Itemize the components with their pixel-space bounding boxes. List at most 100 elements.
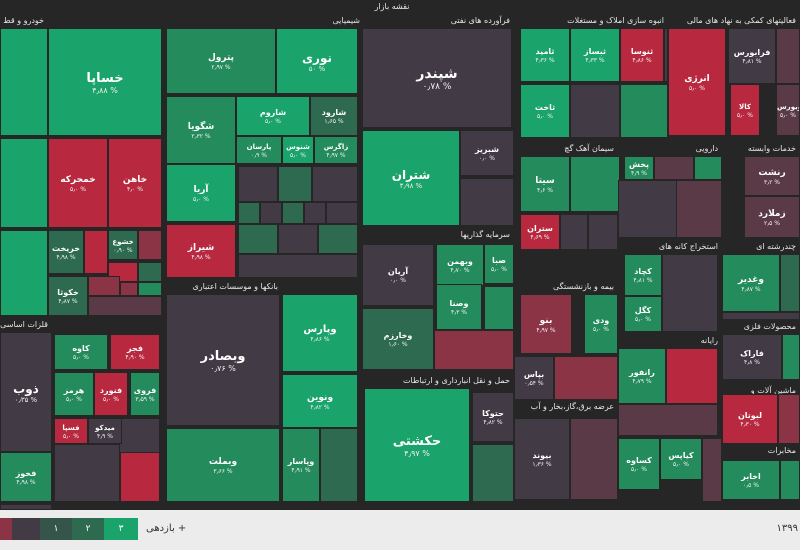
treemap-tile[interactable] (138, 262, 162, 282)
treemap-tile[interactable] (120, 452, 160, 502)
symbol-tile[interactable]: ثامید ۴٫۳۶ % (520, 28, 570, 82)
symbol-tile[interactable]: بیوند ۱٫۳۶ % (514, 418, 570, 500)
treemap-tile[interactable] (570, 418, 618, 500)
symbol-tile[interactable]: کالا ۵٫۰ % (730, 84, 760, 136)
treemap-tile[interactable] (238, 166, 278, 202)
symbol-tile[interactable]: آریا ۵٫۰ % (166, 164, 236, 222)
symbol-tile[interactable]: فجر ۴٫۹۰ % (110, 334, 160, 370)
treemap-tile[interactable] (278, 166, 312, 202)
symbol-tile[interactable]: حکشتی ۴٫۹۷ % (364, 388, 470, 502)
treemap-tile[interactable] (238, 202, 260, 224)
symbol-tile[interactable]: کساوه ۵٫۰ % (618, 438, 660, 490)
treemap-tile[interactable] (0, 28, 48, 136)
treemap-tile[interactable] (312, 166, 358, 202)
treemap-tile[interactable] (138, 282, 162, 296)
symbol-tile[interactable]: خریخت ۴٫۹۸ % (48, 230, 84, 274)
symbol-tile[interactable]: خشوع ۰٫۹۰ % (108, 230, 138, 260)
symbol-tile[interactable]: اخابر ۰٫۵ % (722, 460, 780, 500)
symbol-tile[interactable]: لبوتان ۴٫۳۰ % (722, 394, 778, 444)
treemap-tile[interactable] (620, 84, 668, 138)
treemap-tile[interactable] (54, 444, 120, 502)
treemap-tile[interactable] (560, 214, 588, 250)
treemap-tile[interactable] (618, 404, 718, 436)
symbol-tile[interactable]: شارود ۱٫۶۵ % (310, 96, 358, 136)
treemap-tile[interactable] (278, 224, 318, 254)
symbol-tile[interactable]: وپاسار ۴٫۹۱ % (282, 428, 320, 502)
treemap-tile[interactable] (666, 348, 718, 404)
symbol-tile[interactable]: کاوه ۵٫۰ % (54, 334, 108, 370)
treemap-tile[interactable] (318, 224, 358, 254)
symbol-tile[interactable]: خساپا ۴٫۸۸ % (48, 28, 162, 136)
symbol-tile[interactable]: کیاپس ۵٫۰ % (660, 438, 702, 480)
symbol-tile[interactable]: نوری ۵۰ % (276, 28, 358, 94)
symbol-tile[interactable]: آریان ۰٫۰ % (362, 244, 434, 306)
treemap-tile[interactable] (554, 356, 618, 400)
treemap-tile[interactable] (138, 230, 162, 260)
symbol-tile[interactable]: زاگرس ۴٫۹۷ % (314, 136, 358, 164)
symbol-tile[interactable]: شاروم ۵٫۰ % (236, 96, 310, 136)
symbol-tile[interactable]: صبا ۵٫۰ % (484, 244, 514, 284)
treemap-tile[interactable] (304, 202, 326, 224)
symbol-tile[interactable]: شبریز ۰٫۰ % (460, 130, 514, 176)
treemap-tile[interactable] (472, 444, 514, 502)
symbol-tile[interactable]: شگویا ۲٫۳۲ % (166, 96, 236, 164)
symbol-tile[interactable]: وبملت ۳٫۶۶ % (166, 428, 280, 502)
symbol-tile[interactable]: بنو ۴٫۹۷ % (520, 294, 572, 354)
treemap-tile[interactable] (260, 202, 282, 224)
treemap-tile[interactable] (570, 156, 620, 212)
symbol-tile[interactable]: خکوثا ۴٫۸۷ % (48, 276, 88, 316)
treemap-tile[interactable] (434, 330, 514, 370)
symbol-tile[interactable]: فسپا ۵٫۰ % (54, 418, 88, 444)
symbol-tile[interactable]: خمحرکه ۵٫۰ % (48, 138, 108, 228)
treemap-tile[interactable] (694, 156, 722, 180)
symbol-tile[interactable]: بپاس ۰٫۵۴ % (514, 356, 554, 400)
treemap-tile[interactable] (662, 254, 718, 332)
symbol-tile[interactable]: پارسان ۰٫۹ % (236, 136, 282, 164)
treemap-tile[interactable] (120, 282, 138, 296)
treemap-tile[interactable] (84, 230, 108, 274)
symbol-tile[interactable]: ستران ۴٫۶۹ % (520, 214, 560, 250)
treemap-tile[interactable] (282, 202, 304, 224)
symbol-tile[interactable]: هرمز ۵٫۰ % (54, 372, 94, 416)
treemap-tile[interactable] (326, 202, 358, 224)
symbol-tile[interactable]: پترول ۲٫۹۷ % (166, 28, 276, 94)
treemap-tile[interactable] (238, 224, 278, 254)
symbol-tile[interactable]: کگل ۵٫۰ % (624, 296, 662, 332)
symbol-tile[interactable]: انرژی ۵٫۰ % (668, 28, 726, 136)
treemap-tile[interactable] (460, 178, 514, 226)
treemap-tile[interactable] (702, 438, 722, 502)
treemap-tile[interactable] (0, 138, 48, 228)
symbol-tile[interactable]: شتران ۴٫۹۸ % (362, 130, 460, 226)
symbol-tile[interactable]: ودی ۵٫۰ % (584, 294, 618, 354)
treemap-tile[interactable] (722, 312, 800, 320)
symbol-tile[interactable]: فخوز ۴٫۹۸ % (0, 452, 52, 502)
symbol-tile[interactable]: وپارس ۴٫۸۶ % (282, 294, 358, 372)
symbol-tile[interactable]: ثاخت ۵٫۰ % (520, 84, 570, 138)
symbol-tile[interactable]: خاهن ۴٫۰ % (108, 138, 162, 228)
treemap-tile[interactable] (320, 428, 358, 502)
treemap-tile[interactable] (588, 214, 618, 250)
symbol-tile[interactable]: شنوس ۵٫۰ % (282, 136, 314, 164)
treemap-tile[interactable] (238, 254, 358, 278)
treemap-tile[interactable] (654, 156, 694, 180)
symbol-tile[interactable]: ثبساز ۴٫۳۳ % (570, 28, 620, 82)
symbol-tile[interactable]: شیراز ۴٫۹۸ % (166, 224, 236, 278)
symbol-tile[interactable]: حتوکا ۴٫۸۲ % (472, 392, 514, 442)
symbol-tile[interactable]: ثنوسا ۴٫۸۶ % (620, 28, 664, 82)
symbol-tile[interactable]: وغدیر ۴٫۸۷ % (722, 254, 780, 312)
symbol-tile[interactable]: وبورس ۵٫۰ % (776, 84, 800, 136)
treemap-tile[interactable] (0, 504, 52, 510)
treemap-tile[interactable] (676, 180, 722, 238)
symbol-tile[interactable]: ذوب ۰٫۳۵ % (0, 332, 52, 452)
symbol-tile[interactable]: میدکو ۴٫۹ % (88, 418, 122, 444)
symbol-tile[interactable]: شپندر ۰٫۷۸ % (362, 28, 512, 128)
treemap-tile[interactable] (570, 84, 620, 138)
symbol-tile[interactable]: ونوین ۴٫۸۲ % (282, 374, 358, 428)
symbol-tile[interactable]: فرابورس ۴٫۸۱ % (728, 28, 776, 84)
symbol-tile[interactable]: وخارزم ۱٫۶۰ % (362, 308, 434, 370)
treemap-tile[interactable] (88, 296, 162, 316)
treemap-tile[interactable] (744, 238, 800, 240)
symbol-tile[interactable]: فروی ۳٫۵۹ % (130, 372, 160, 416)
symbol-tile[interactable]: فنورد ۵٫۰ % (94, 372, 128, 416)
treemap-tile[interactable] (782, 334, 800, 380)
